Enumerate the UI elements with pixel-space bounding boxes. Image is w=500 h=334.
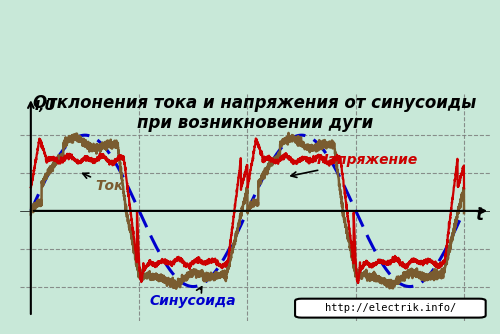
Text: I,U: I,U: [35, 99, 57, 113]
Text: http://electrik.info/: http://electrik.info/: [324, 303, 456, 313]
Text: Синусоида: Синусоида: [150, 287, 236, 309]
Text: Напряжение: Напряжение: [291, 153, 418, 177]
FancyBboxPatch shape: [295, 299, 486, 318]
Text: t: t: [476, 206, 484, 224]
Text: Отклонения тока и напряжения от синусоиды
при возникновении дуги: Отклонения тока и напряжения от синусоид…: [34, 94, 476, 132]
Text: Ток: Ток: [82, 173, 124, 193]
